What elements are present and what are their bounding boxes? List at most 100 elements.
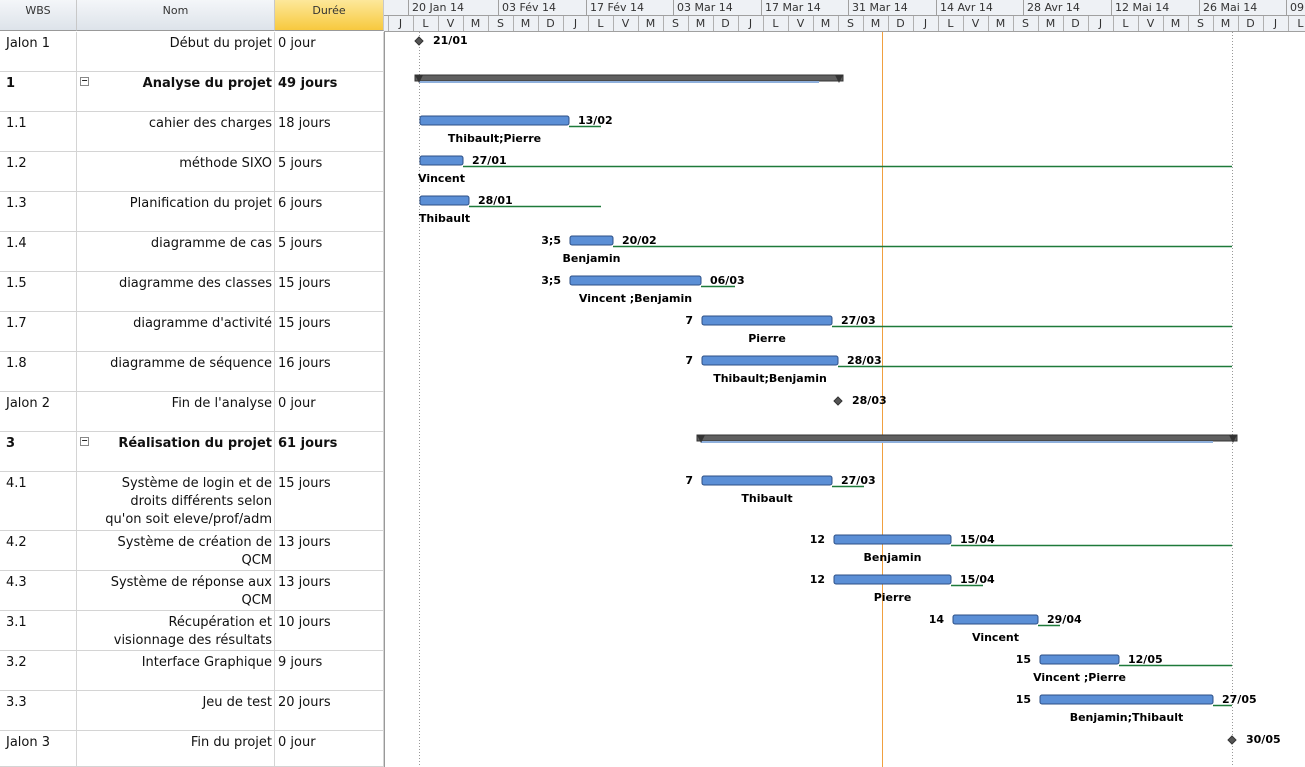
task-row: 1 Analyse du projet 49 jours −: [0, 72, 384, 112]
day-label: M: [871, 17, 881, 30]
day-label: S: [1022, 17, 1029, 30]
task-row: Jalon 2 Fin de l'analyse 0 jour: [0, 392, 384, 432]
task-bar: [833, 534, 952, 545]
duration-cell: 61 jours: [275, 432, 384, 471]
duration-cell: 6 jours: [275, 192, 384, 231]
week-label: 28 Avr 14: [1027, 1, 1080, 14]
task-bar: [701, 355, 839, 366]
day-label: D: [1071, 17, 1079, 30]
wbs-cell: 1.2: [0, 152, 77, 191]
resource-label: Benjamin: [864, 551, 922, 564]
finish-label: 12/05: [1128, 653, 1163, 666]
finish-label: 27/03: [841, 314, 876, 327]
task-bar: [833, 574, 952, 585]
resource-label: Vincent: [418, 172, 465, 185]
predecessor-label: 15: [1016, 693, 1031, 706]
day-label: D: [1246, 17, 1254, 30]
week-label: 03 Mar 14: [677, 1, 733, 14]
resource-label: Thibault: [419, 212, 470, 225]
summary-end: [415, 75, 423, 83]
predecessor-label: 3;5: [541, 274, 561, 287]
task-bar: [701, 475, 833, 486]
resource-label: Vincent: [972, 631, 1019, 644]
name-cell: Planification du projet: [77, 192, 275, 231]
name-cell: diagramme de séquence: [77, 352, 275, 391]
duration-cell: 18 jours: [275, 112, 384, 151]
task-bar: [419, 115, 570, 126]
wbs-cell: 3: [0, 432, 77, 471]
duration-cell: 5 jours: [275, 152, 384, 191]
task-row: 1.8 diagramme de séquence 16 jours: [0, 352, 384, 392]
task-bar: [569, 235, 614, 246]
finish-label: 06/03: [710, 274, 745, 287]
wbs-cell: 1.5: [0, 272, 77, 311]
resource-label: Thibault: [741, 492, 792, 505]
name-cell: Récupération et visionnage des résultats: [77, 611, 275, 650]
day-label: S: [672, 17, 679, 30]
day-label: M: [646, 17, 656, 30]
name-cell: Jeu de test: [77, 691, 275, 730]
finish-label: 29/04: [1047, 613, 1082, 626]
name-cell: Réalisation du projet: [77, 432, 275, 471]
duration-cell: 16 jours: [275, 352, 384, 391]
day-label: D: [896, 17, 904, 30]
duration-cell: 13 jours: [275, 531, 384, 570]
day-label: S: [497, 17, 504, 30]
task-row: 4.3 Système de réponse aux QCM 13 jours: [0, 571, 384, 611]
task-row: 3.3 Jeu de test 20 jours: [0, 691, 384, 731]
resource-label: Thibault;Benjamin: [713, 372, 827, 385]
resource-label: Thibault;Pierre: [448, 132, 541, 145]
predecessor-label: 3;5: [541, 234, 561, 247]
column-header[interactable]: WBS: [0, 0, 77, 31]
task-row: 4.1 Système de login et de droits différe…: [0, 472, 384, 531]
task-row: Jalon 1 Début du projet 0 jour: [0, 32, 384, 72]
week-label: 17 Fév 14: [590, 1, 644, 14]
duration-cell: 15 jours: [275, 312, 384, 351]
wbs-cell: 1.3: [0, 192, 77, 231]
collapse-toggle[interactable]: −: [80, 436, 89, 446]
day-label: D: [721, 17, 729, 30]
wbs-cell: 3.2: [0, 651, 77, 690]
week-label: 26 Mai 14: [1203, 1, 1257, 14]
week-label: 03 Fév 14: [502, 1, 556, 14]
name-cell: cahier des charges: [77, 112, 275, 151]
week-label: 17 Mar 14: [765, 1, 821, 14]
predecessor-label: 15: [1016, 653, 1031, 666]
column-header[interactable]: Durée: [275, 0, 384, 31]
task-row: 1.3 Planification du projet 6 jours: [0, 192, 384, 232]
resource-label: Pierre: [748, 332, 786, 345]
day-label: M: [1221, 17, 1231, 30]
day-label: S: [1197, 17, 1204, 30]
finish-label: 28/01: [478, 194, 513, 207]
resource-label: Benjamin: [563, 252, 621, 265]
column-header[interactable]: Nom: [77, 0, 275, 31]
day-label: L: [947, 17, 954, 30]
name-cell: Fin du projet: [77, 731, 275, 766]
task-row: 3 Réalisation du projet 61 jours −: [0, 432, 384, 472]
finish-label: 27/03: [841, 474, 876, 487]
task-bar: [419, 195, 470, 206]
duration-cell: 0 jour: [275, 392, 384, 431]
day-label: L: [1122, 17, 1129, 30]
wbs-cell: Jalon 3: [0, 731, 77, 766]
summary-bar: [414, 74, 844, 82]
task-row: 4.2 Système de création de QCM 13 jours: [0, 531, 384, 571]
summary-highlight: [419, 81, 819, 83]
summary-end: [697, 435, 705, 443]
wbs-cell: Jalon 1: [0, 32, 77, 71]
name-cell: diagramme de cas: [77, 232, 275, 271]
task-row: 1.5 diagramme des classes 15 jours: [0, 272, 384, 312]
collapse-toggle[interactable]: −: [80, 76, 89, 86]
day-label: M: [1171, 17, 1181, 30]
day-label: J: [923, 17, 927, 30]
day-label: L: [597, 17, 604, 30]
wbs-cell: Jalon 2: [0, 392, 77, 431]
day-label: J: [748, 17, 752, 30]
resource-label: Benjamin;Thibault: [1070, 711, 1184, 724]
task-bar: [1039, 654, 1120, 665]
week-label: 14 Avr 14: [940, 1, 993, 14]
day-label: J: [398, 17, 402, 30]
task-bar: [419, 155, 464, 166]
